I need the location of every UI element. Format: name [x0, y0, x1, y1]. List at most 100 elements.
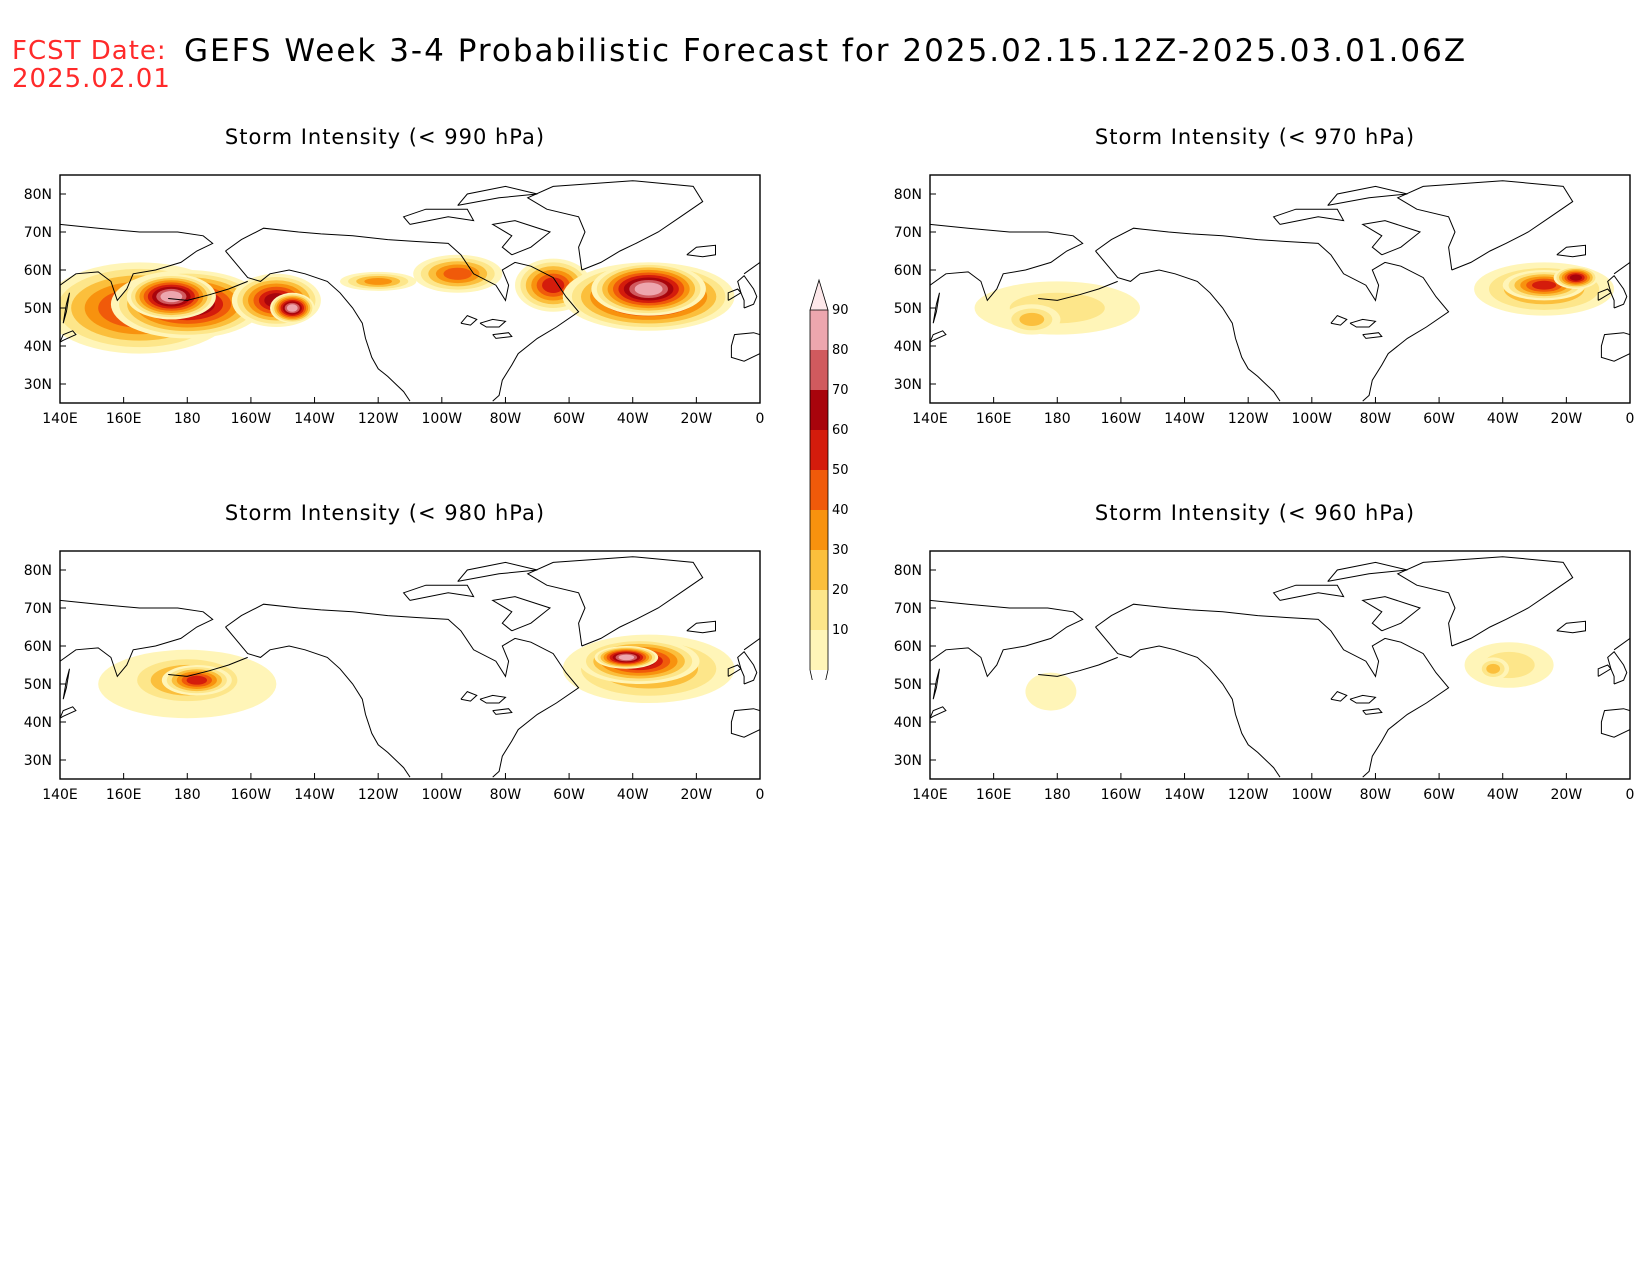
probability-contour: [1019, 312, 1045, 326]
coastline: [1556, 244, 1586, 258]
lat-tick-label: 40N: [894, 339, 922, 355]
colorbar-swatch: [810, 470, 828, 510]
lon-tick-label: 100W: [1292, 411, 1333, 427]
coastline: [168, 656, 248, 677]
lat-tick-label: 40N: [24, 339, 52, 355]
colorbar-label: 10: [832, 623, 849, 638]
coastline: [930, 330, 947, 343]
coastline: [930, 599, 1084, 678]
coastline: [1597, 288, 1612, 301]
lat-tick-label: 50N: [894, 301, 922, 317]
lon-tick-label: 120W: [358, 411, 399, 427]
coastline: [1362, 332, 1383, 339]
lat-tick-label: 70N: [24, 225, 52, 241]
coastline: [492, 708, 513, 715]
coastline: [730, 708, 760, 738]
lon-tick-label: 40W: [1487, 787, 1519, 803]
lon-tick-label: 20W: [1551, 411, 1583, 427]
coastline: [457, 561, 538, 582]
lon-tick-label: 40W: [1487, 411, 1519, 427]
lon-tick-label: 140W: [1164, 787, 1205, 803]
page-title: GEFS Week 3-4 Probabilistic Forecast for…: [184, 33, 1468, 69]
lon-tick-label: 120W: [358, 787, 399, 803]
coastline: [1095, 227, 1450, 402]
fcst-date-label: FCST Date:: [12, 36, 167, 66]
coastline: [1613, 637, 1630, 651]
lon-tick-label: 0: [1626, 787, 1635, 803]
panel-title: Storm Intensity (< 990 hPa): [224, 125, 546, 149]
coastline: [730, 332, 760, 362]
coastline: [1038, 280, 1118, 301]
lon-tick-label: 80W: [1360, 787, 1392, 803]
lat-tick-label: 40N: [894, 715, 922, 731]
colorbar-swatch: [810, 430, 828, 470]
colorbar-swatch: [810, 310, 828, 350]
plot-frame: [929, 174, 1631, 404]
lon-tick-label: 60W: [553, 787, 585, 803]
lon-tick-label: 180: [174, 411, 201, 427]
coastline: [402, 208, 475, 225]
lat-tick-label: 50N: [24, 677, 52, 693]
coastline: [727, 664, 742, 677]
panel-990hpa: Storm Intensity (< 990 hPa) 140E 160E 180 1…: [0, 120, 770, 440]
panel-title: Storm Intensity (< 970 hPa): [1094, 125, 1416, 149]
probability-contour: [542, 277, 565, 293]
coastline: [743, 637, 760, 651]
lat-tick-label: 60N: [24, 263, 52, 279]
coastline: [62, 292, 70, 324]
lon-tick-label: 140W: [294, 411, 335, 427]
lat-tick-label: 50N: [24, 301, 52, 317]
coastline: [1272, 208, 1345, 225]
lon-tick-label: 160W: [231, 411, 272, 427]
lat-tick-label: 60N: [24, 639, 52, 655]
coastline: [1330, 691, 1348, 702]
lat-tick-label: 30N: [894, 753, 922, 769]
coastline: [492, 332, 513, 339]
coastline: [225, 250, 411, 402]
probability-contour: [1025, 672, 1077, 711]
coastline: [526, 180, 704, 271]
plot-frame: [929, 550, 1631, 780]
coastline: [491, 596, 552, 632]
coastline: [1349, 318, 1377, 328]
lon-tick-label: 140W: [294, 787, 335, 803]
coastline: [737, 650, 758, 685]
coastline: [932, 668, 940, 700]
lon-tick-label: 120W: [1228, 787, 1269, 803]
coastline: [60, 706, 77, 719]
coastline: [932, 292, 940, 324]
probability-field: [930, 180, 1630, 402]
lat-tick-label: 80N: [24, 563, 52, 579]
probability-contour: [618, 654, 635, 661]
coastline: [1362, 708, 1383, 715]
lon-tick-label: 140E: [42, 787, 78, 803]
colorbar-swatch: [809, 278, 829, 311]
lon-tick-label: 40W: [617, 787, 649, 803]
lon-tick-label: 180: [1044, 411, 1071, 427]
coastline: [1349, 694, 1377, 704]
colorbar-swatch: [810, 390, 828, 430]
coastline: [1600, 708, 1630, 738]
lon-tick-label: 140E: [912, 411, 948, 427]
panel-title: Storm Intensity (< 960 hPa): [1094, 501, 1416, 525]
coastline: [225, 603, 580, 778]
lat-tick-label: 30N: [24, 753, 52, 769]
lon-tick-label: 160E: [976, 787, 1012, 803]
probability-contour: [364, 277, 393, 285]
lon-tick-label: 60W: [1423, 411, 1455, 427]
probability-contour: [634, 282, 663, 296]
lon-tick-label: 140E: [912, 787, 948, 803]
coastline: [457, 185, 538, 206]
probability-contour: [1532, 280, 1557, 290]
coastline: [1396, 180, 1574, 271]
coastline: [686, 244, 716, 258]
lon-tick-label: 180: [174, 787, 201, 803]
coastline: [62, 668, 70, 700]
coastline: [526, 556, 704, 647]
lon-tick-label: 160E: [106, 411, 142, 427]
coastline: [1361, 596, 1422, 632]
colorbar-swatch: [810, 630, 828, 670]
lat-tick-label: 70N: [894, 225, 922, 241]
probability-field: [60, 556, 760, 778]
lat-tick-label: 80N: [894, 187, 922, 203]
